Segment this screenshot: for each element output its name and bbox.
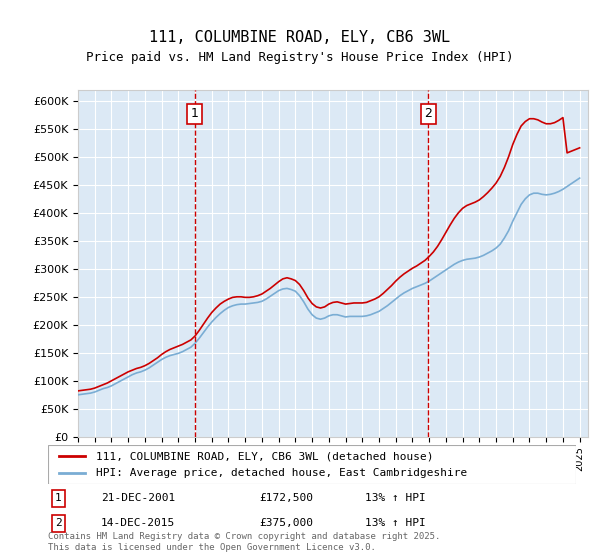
Text: HPI: Average price, detached house, East Cambridgeshire: HPI: Average price, detached house, East… xyxy=(95,468,467,478)
Text: 111, COLUMBINE ROAD, ELY, CB6 3WL (detached house): 111, COLUMBINE ROAD, ELY, CB6 3WL (detac… xyxy=(95,451,433,461)
Text: 1: 1 xyxy=(55,493,62,503)
Text: Contains HM Land Registry data © Crown copyright and database right 2025.
This d: Contains HM Land Registry data © Crown c… xyxy=(48,532,440,552)
Text: £375,000: £375,000 xyxy=(259,519,313,529)
Text: 111, COLUMBINE ROAD, ELY, CB6 3WL: 111, COLUMBINE ROAD, ELY, CB6 3WL xyxy=(149,30,451,45)
Text: 2: 2 xyxy=(55,519,62,529)
Text: 13% ↑ HPI: 13% ↑ HPI xyxy=(365,519,425,529)
Text: Price paid vs. HM Land Registry's House Price Index (HPI): Price paid vs. HM Land Registry's House … xyxy=(86,52,514,64)
Text: 14-DEC-2015: 14-DEC-2015 xyxy=(101,519,175,529)
Text: 2: 2 xyxy=(425,108,433,120)
FancyBboxPatch shape xyxy=(48,445,576,484)
Text: 21-DEC-2001: 21-DEC-2001 xyxy=(101,493,175,503)
Text: £172,500: £172,500 xyxy=(259,493,313,503)
Text: 13% ↑ HPI: 13% ↑ HPI xyxy=(365,493,425,503)
Text: 1: 1 xyxy=(191,108,199,120)
